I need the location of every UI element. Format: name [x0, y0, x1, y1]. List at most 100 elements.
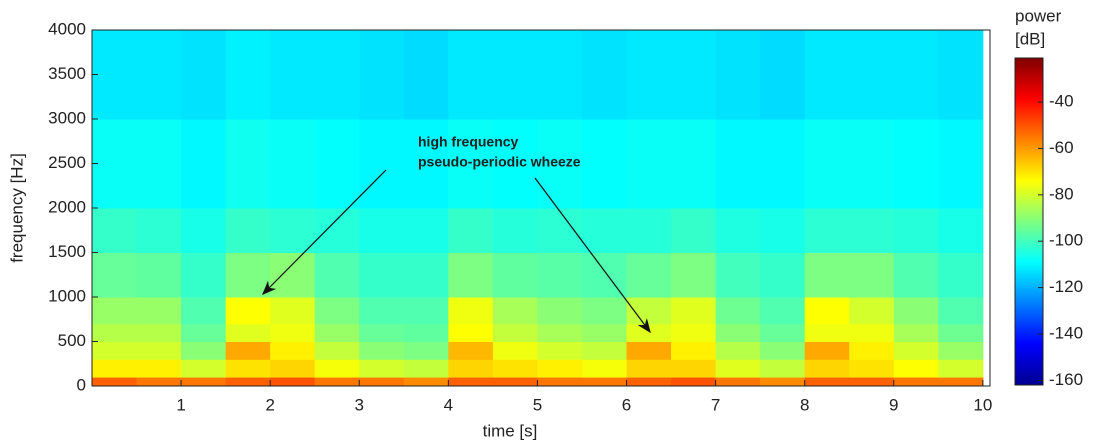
- heatmap-cell: [849, 323, 895, 342]
- x-tick-label: 10: [973, 395, 992, 414]
- heatmap-cell: [581, 208, 628, 253]
- heatmap-cell: [626, 30, 672, 120]
- x-tick-label: 1: [176, 395, 185, 414]
- heatmap-cell: [359, 297, 405, 325]
- heatmap-cell: [671, 208, 717, 253]
- heatmap-cell: [671, 377, 717, 387]
- heatmap-cell: [403, 377, 449, 387]
- heatmap-cell: [448, 297, 494, 325]
- heatmap-cell: [314, 208, 360, 253]
- heatmap-cell: [181, 297, 227, 325]
- heatmap-cell: [448, 119, 494, 209]
- x-tick-label: 5: [533, 395, 542, 414]
- heatmap-cell: [804, 252, 850, 298]
- heatmap-cell: [92, 297, 138, 325]
- x-tick-label: 7: [711, 395, 720, 414]
- heatmap-cell: [225, 297, 271, 325]
- heatmap-cell: [804, 359, 850, 378]
- y-tick-label: 500: [58, 331, 86, 350]
- heatmap-cell: [715, 297, 761, 325]
- heatmap-cell: [537, 252, 583, 298]
- y-tick-label: 3500: [48, 64, 86, 83]
- heatmap-cell: [715, 323, 761, 342]
- heatmap-cell: [92, 323, 138, 342]
- heatmap-cell: [448, 341, 494, 360]
- heatmap-cell: [403, 208, 449, 253]
- heatmap-cell: [181, 119, 227, 209]
- x-tick-label: 4: [444, 395, 453, 414]
- heatmap-cell: [92, 341, 138, 360]
- heatmap-cell: [760, 323, 806, 342]
- heatmap-cell: [403, 297, 449, 325]
- heatmap-cell: [181, 341, 227, 360]
- heatmap-cell: [626, 323, 672, 342]
- heatmap-cell: [136, 297, 182, 325]
- heatmap-cell: [671, 359, 717, 378]
- heatmap-cell: [181, 252, 227, 298]
- y-axis-label: frequency [Hz]: [7, 153, 26, 263]
- heatmap-cell: [849, 297, 895, 325]
- heatmap-cell: [760, 30, 806, 120]
- y-tick-label: 0: [77, 375, 86, 394]
- colorbar-tick-label: -160: [1049, 370, 1083, 389]
- heatmap-cell: [359, 341, 405, 360]
- heatmap-cell: [270, 341, 316, 360]
- heatmap-cell: [581, 341, 628, 360]
- colorbar-tick-label: -80: [1049, 184, 1074, 203]
- heatmap-cell: [448, 377, 494, 387]
- heatmap-cell: [938, 377, 984, 387]
- heatmap-cell: [804, 323, 850, 342]
- heatmap-cell: [181, 377, 227, 387]
- heatmap-cell: [136, 377, 182, 387]
- heatmap-cell: [938, 119, 984, 209]
- heatmap-cell: [270, 377, 316, 387]
- colorbar-title: power: [1015, 6, 1062, 25]
- heatmap-cell: [314, 359, 360, 378]
- heatmap-cell: [804, 377, 850, 387]
- heatmap-cell: [849, 377, 895, 387]
- heatmap-cell: [760, 341, 806, 360]
- heatmap-cell: [715, 208, 761, 253]
- heatmap-cell: [537, 297, 583, 325]
- heatmap-cell: [893, 30, 939, 120]
- heatmap-cell: [92, 119, 138, 209]
- heatmap-cell: [359, 359, 405, 378]
- annotation-arrow: [261, 169, 387, 296]
- heatmap-cell: [492, 252, 538, 298]
- heatmap-cell: [671, 30, 717, 120]
- heatmap-cell: [938, 252, 984, 298]
- heatmap-cell: [715, 377, 761, 387]
- heatmap-cell: [893, 208, 939, 253]
- heatmap-cell: [270, 30, 316, 120]
- heatmap-cell: [626, 377, 672, 387]
- heatmap-cell: [715, 30, 761, 120]
- y-tick-label: 3000: [48, 108, 86, 127]
- heatmap-cell: [893, 341, 939, 360]
- colorbar: [1014, 57, 1044, 386]
- heatmap-cell: [359, 252, 405, 298]
- colorbar-tick-label: -140: [1049, 323, 1083, 342]
- heatmap-cell: [448, 30, 494, 120]
- heatmap-cell: [359, 30, 405, 120]
- heatmap-cell: [626, 119, 672, 209]
- heatmap-cell: [92, 377, 138, 387]
- heatmap-cell: [492, 359, 538, 378]
- heatmap-cell: [448, 323, 494, 342]
- heatmap-cell: [671, 252, 717, 298]
- heatmap-cell: [581, 252, 628, 298]
- heatmap-cell: [314, 323, 360, 342]
- heatmap-cell: [715, 252, 761, 298]
- heatmap-cell: [359, 208, 405, 253]
- heatmap-cell: [938, 359, 984, 378]
- heatmap-cell: [136, 119, 182, 209]
- x-tick-label: 2: [265, 395, 274, 414]
- heatmap-cell: [136, 359, 182, 378]
- heatmap-cell: [626, 341, 672, 360]
- heatmap-cell: [492, 323, 538, 342]
- heatmap-cell: [225, 30, 271, 120]
- heatmap-cell: [581, 359, 628, 378]
- heatmap-cell: [492, 297, 538, 325]
- colorbar-tick-label: -60: [1049, 138, 1074, 157]
